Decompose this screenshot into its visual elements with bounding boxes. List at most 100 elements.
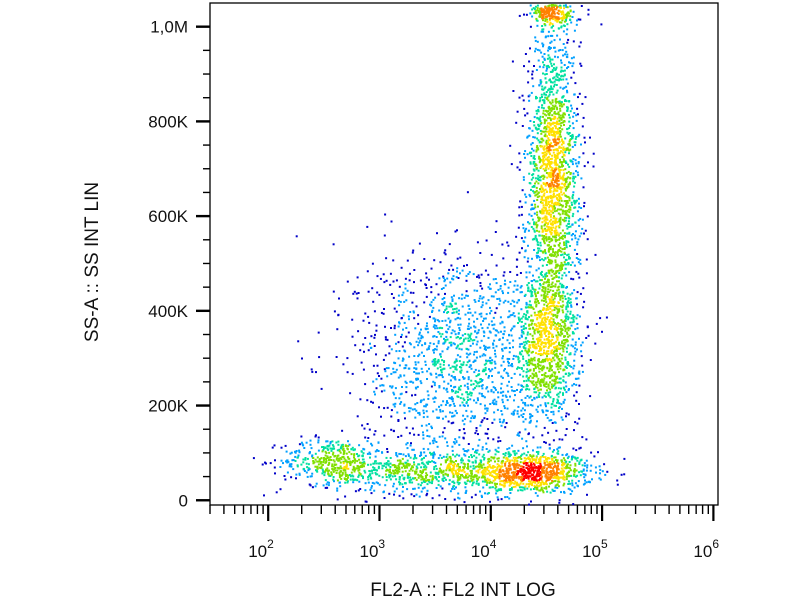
data-point xyxy=(575,119,578,122)
data-point xyxy=(501,343,504,346)
data-point xyxy=(564,365,567,368)
data-point xyxy=(564,358,567,361)
data-point xyxy=(507,390,510,393)
data-point xyxy=(291,459,294,462)
data-point xyxy=(534,203,537,206)
data-point xyxy=(544,252,547,255)
data-point xyxy=(481,387,484,390)
data-point xyxy=(574,221,577,224)
data-point xyxy=(564,46,567,49)
data-point xyxy=(524,428,527,431)
data-point xyxy=(557,249,560,252)
data-point xyxy=(441,487,444,490)
data-point xyxy=(501,243,504,246)
data-point xyxy=(381,476,384,479)
data-point xyxy=(576,327,579,330)
data-point xyxy=(577,197,580,200)
data-point xyxy=(575,199,578,202)
data-point xyxy=(462,397,465,400)
data-point xyxy=(469,334,472,337)
data-point xyxy=(550,40,553,43)
data-point xyxy=(572,503,575,506)
data-point xyxy=(483,476,486,479)
data-point xyxy=(543,351,545,354)
data-point xyxy=(496,457,499,460)
data-point xyxy=(548,122,551,125)
data-point xyxy=(560,250,563,253)
data-point xyxy=(566,185,568,188)
data-point xyxy=(406,259,409,262)
data-point xyxy=(540,132,543,135)
data-point xyxy=(461,364,464,367)
data-point xyxy=(589,481,591,484)
data-point xyxy=(488,368,490,371)
data-point xyxy=(479,380,482,383)
data-point xyxy=(557,348,560,350)
data-point xyxy=(533,212,536,215)
data-point xyxy=(533,237,536,240)
data-point xyxy=(569,110,572,113)
data-point xyxy=(362,343,365,346)
data-point xyxy=(401,457,404,460)
data-point xyxy=(570,159,572,162)
data-point xyxy=(446,348,449,351)
data-point xyxy=(532,369,535,372)
data-point xyxy=(526,284,529,287)
data-point xyxy=(570,57,573,60)
data-point xyxy=(531,142,534,144)
data-point xyxy=(403,367,406,370)
data-point xyxy=(405,386,408,389)
data-point xyxy=(402,463,405,466)
data-point xyxy=(533,249,536,251)
data-point xyxy=(569,62,572,65)
data-point xyxy=(400,266,403,269)
data-point xyxy=(533,356,536,359)
data-point xyxy=(424,474,427,477)
data-point xyxy=(469,337,472,340)
data-point xyxy=(512,339,515,342)
data-point xyxy=(528,134,531,137)
data-point xyxy=(559,246,562,249)
data-point xyxy=(559,221,562,224)
data-point xyxy=(579,18,582,21)
data-point xyxy=(336,489,339,492)
data-point xyxy=(552,211,555,214)
data-point xyxy=(542,177,545,180)
data-point xyxy=(437,457,440,460)
data-point xyxy=(480,494,483,497)
data-point xyxy=(541,358,544,361)
data-point xyxy=(548,93,551,96)
data-point xyxy=(464,337,467,340)
data-point xyxy=(530,143,533,146)
data-point xyxy=(404,417,406,420)
data-point xyxy=(560,59,562,62)
data-point xyxy=(571,238,574,241)
data-point xyxy=(338,459,341,462)
data-point xyxy=(573,93,576,96)
data-point xyxy=(470,379,473,382)
data-point xyxy=(345,473,348,476)
data-point xyxy=(511,444,514,447)
data-point xyxy=(520,317,523,320)
data-point xyxy=(413,461,415,464)
data-point xyxy=(574,141,577,144)
data-point xyxy=(473,320,475,323)
data-point xyxy=(432,442,435,445)
data-point xyxy=(569,482,571,485)
data-point xyxy=(528,306,531,309)
data-point xyxy=(526,388,529,390)
data-point xyxy=(296,456,299,459)
data-point xyxy=(568,165,571,168)
data-point xyxy=(537,178,539,180)
data-point xyxy=(560,403,563,406)
data-point xyxy=(292,468,295,471)
data-point xyxy=(544,209,547,212)
data-point xyxy=(478,468,481,471)
data-point xyxy=(562,24,565,27)
data-point xyxy=(383,434,386,437)
data-point xyxy=(475,381,478,384)
data-point xyxy=(533,311,536,314)
data-point xyxy=(520,458,523,460)
data-point xyxy=(423,481,426,483)
data-point xyxy=(557,395,560,398)
